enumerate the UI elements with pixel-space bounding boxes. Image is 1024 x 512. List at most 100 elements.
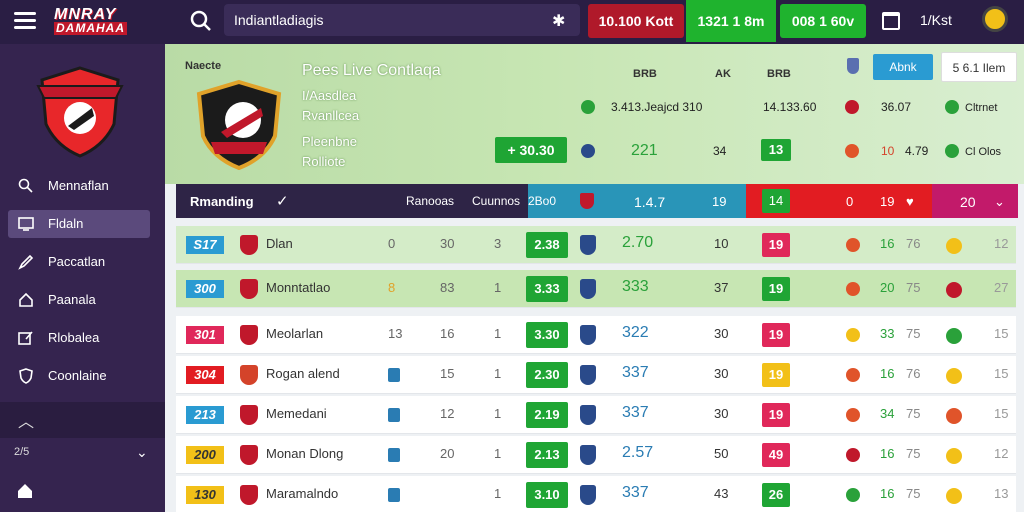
form-badge: 49 [762,443,790,467]
stat-icon [388,448,400,462]
star-icon[interactable]: ✱ [552,13,566,30]
hero-side-label: Cltrnet [965,102,998,114]
menu-icon[interactable] [14,12,36,30]
chevron-down-icon[interactable]: ⌄ [136,444,148,460]
team-badge-icon [581,144,595,158]
stat-value: 43 [714,486,729,501]
user-label[interactable]: 1/Kst [920,12,952,28]
team-name[interactable]: Rogan alend [266,366,340,381]
filter-button[interactable]: Abnk [873,54,933,80]
sidebar-item-5[interactable]: Rlobalea [8,324,150,352]
balance-pill[interactable]: 10.100 Kott [588,4,684,38]
table-row[interactable]: 301 Meolarlan 13 16 1 3.30 322 30 19 33 75 15 [176,316,1016,354]
column-header[interactable]: 1.4.7 [634,194,666,210]
column-header[interactable]: Ranooas [406,194,455,208]
stat-value: 75 [906,446,921,461]
sidebar-item-2[interactable]: Fldaln [8,210,150,238]
hero-value: 14.133.60 [763,100,817,114]
sidebar-item-4[interactable]: Paanala [8,286,150,314]
stat-value: 15 [994,406,1009,421]
sidebar-item-6[interactable]: Coonlaine [8,362,150,390]
bet-button[interactable]: + 30.30 [495,137,567,163]
team-badge-icon [580,445,596,465]
table-row[interactable]: 304 Rogan alend 15 1 2.30 337 30 19 16 76 15 [176,356,1016,394]
stat-value: 20 [440,446,455,461]
avatar[interactable] [982,6,1008,32]
column-header[interactable]: Cuunnos [472,194,521,208]
coin-icon [946,328,962,344]
top-bar: MNRAY DAMAHAA Indiantladiagis ✱ 10.100 K… [0,0,1024,44]
stat-icon [388,408,400,422]
header-dark [176,184,528,218]
team-name[interactable]: Monan Dlong [266,446,344,461]
sidebar: Mennaflan Fldaln Paccatlan Paanala Rloba… [0,44,165,512]
form-badge: 19 [762,363,790,387]
check-icon[interactable]: ✓ [276,193,289,210]
stat-value: 13 [994,486,1009,501]
stat-value: 1 [494,406,502,421]
hero-line: I/Aasdlea [302,88,357,103]
items-button[interactable]: 5 6.1 Ilem [941,52,1017,82]
table-row[interactable]: 213 Memedani 12 1 2.19 337 30 19 34 75 15 [176,396,1016,434]
column-head: BRB [633,68,657,80]
team-name[interactable]: Monntatlao [266,280,331,295]
rank-badge: S17 [186,236,224,254]
calendar-icon[interactable] [882,12,900,30]
odds-button[interactable]: 2.38 [526,232,568,258]
team-badge-icon [240,365,258,385]
sidebar-item-label: Fldaln [48,216,84,231]
heart-icon[interactable]: ♥ [906,194,914,209]
column-header[interactable]: 14 [762,189,790,213]
stat-value: 30 [714,326,729,341]
ranking-label[interactable]: Rmanding [190,194,254,209]
column-header[interactable]: 19 [712,194,727,209]
chevron-up-icon[interactable]: ︿ [18,414,35,431]
sidebar-item-3[interactable]: Paccatlan [8,248,150,276]
shield-icon [847,58,859,74]
team-badge-icon [580,279,596,299]
odds-pill[interactable]: 1321 1 8m [686,0,776,42]
team-name[interactable]: Meolarlan [266,326,324,341]
odds-button[interactable]: 3.10 [526,482,568,508]
odds-button[interactable]: 2.19 [526,402,568,428]
sidebar-item-1[interactable]: Mennaflan [8,172,150,200]
sidebar-item-label: Paanala [48,292,96,307]
stat-value: 15 [994,366,1009,381]
odds-button[interactable]: 2.13 [526,442,568,468]
stat-value: 1 [494,486,502,501]
table-row[interactable]: 300 Monntatlao 8 83 1 3.33 333 37 19 20 75 27 [176,270,1016,308]
team-badge-icon [580,325,596,345]
coin-icon [846,448,860,462]
odds-button[interactable]: 2.30 [526,362,568,388]
stat-value: 13 [388,326,403,341]
table-row[interactable]: S17 Dlan 0 30 3 2.38 2.70 10 19 16 76 12 [176,226,1016,264]
stat-value: 12 [994,236,1009,251]
search-input[interactable]: Indiantladiagis [224,4,580,36]
points-value: 2.70 [622,234,654,251]
sidebar-small-label: 2/5 [14,446,30,458]
stat-value: 1 [494,366,502,381]
stat-value: 16 [440,326,455,341]
stat-value: 30 [714,366,729,381]
team-name[interactable]: Dlan [266,236,293,251]
deposit-pill[interactable]: 008 1 60v [780,4,866,38]
column-header[interactable]: 19 [880,194,895,209]
column-header[interactable]: 2Bo0 [528,194,557,208]
team-name[interactable]: Memedani [266,406,327,421]
odds-button[interactable]: 3.33 [526,276,568,302]
home-icon[interactable] [16,482,34,500]
stat-value: 10 [714,236,729,251]
status-dot [845,144,859,158]
team-name[interactable]: Maramalndo [266,486,339,501]
coin-icon [846,238,860,252]
chevron-down-icon[interactable]: ⌄ [994,194,1005,209]
search-icon[interactable] [190,10,212,32]
brand-logo[interactable]: MNRAY DAMAHAA [54,7,146,36]
table-row[interactable]: 200 Monan Dlong 20 1 2.13 2.57 50 49 16 75 12 [176,436,1016,474]
search-icon [18,178,33,193]
table-row[interactable]: 130 Maramalndo 1 3.10 337 43 26 16 75 13 [176,476,1016,512]
column-header[interactable]: 20 [960,194,976,210]
team-badge-icon [240,445,258,465]
column-header[interactable]: 0 [846,194,854,209]
odds-button[interactable]: 3.30 [526,322,568,348]
